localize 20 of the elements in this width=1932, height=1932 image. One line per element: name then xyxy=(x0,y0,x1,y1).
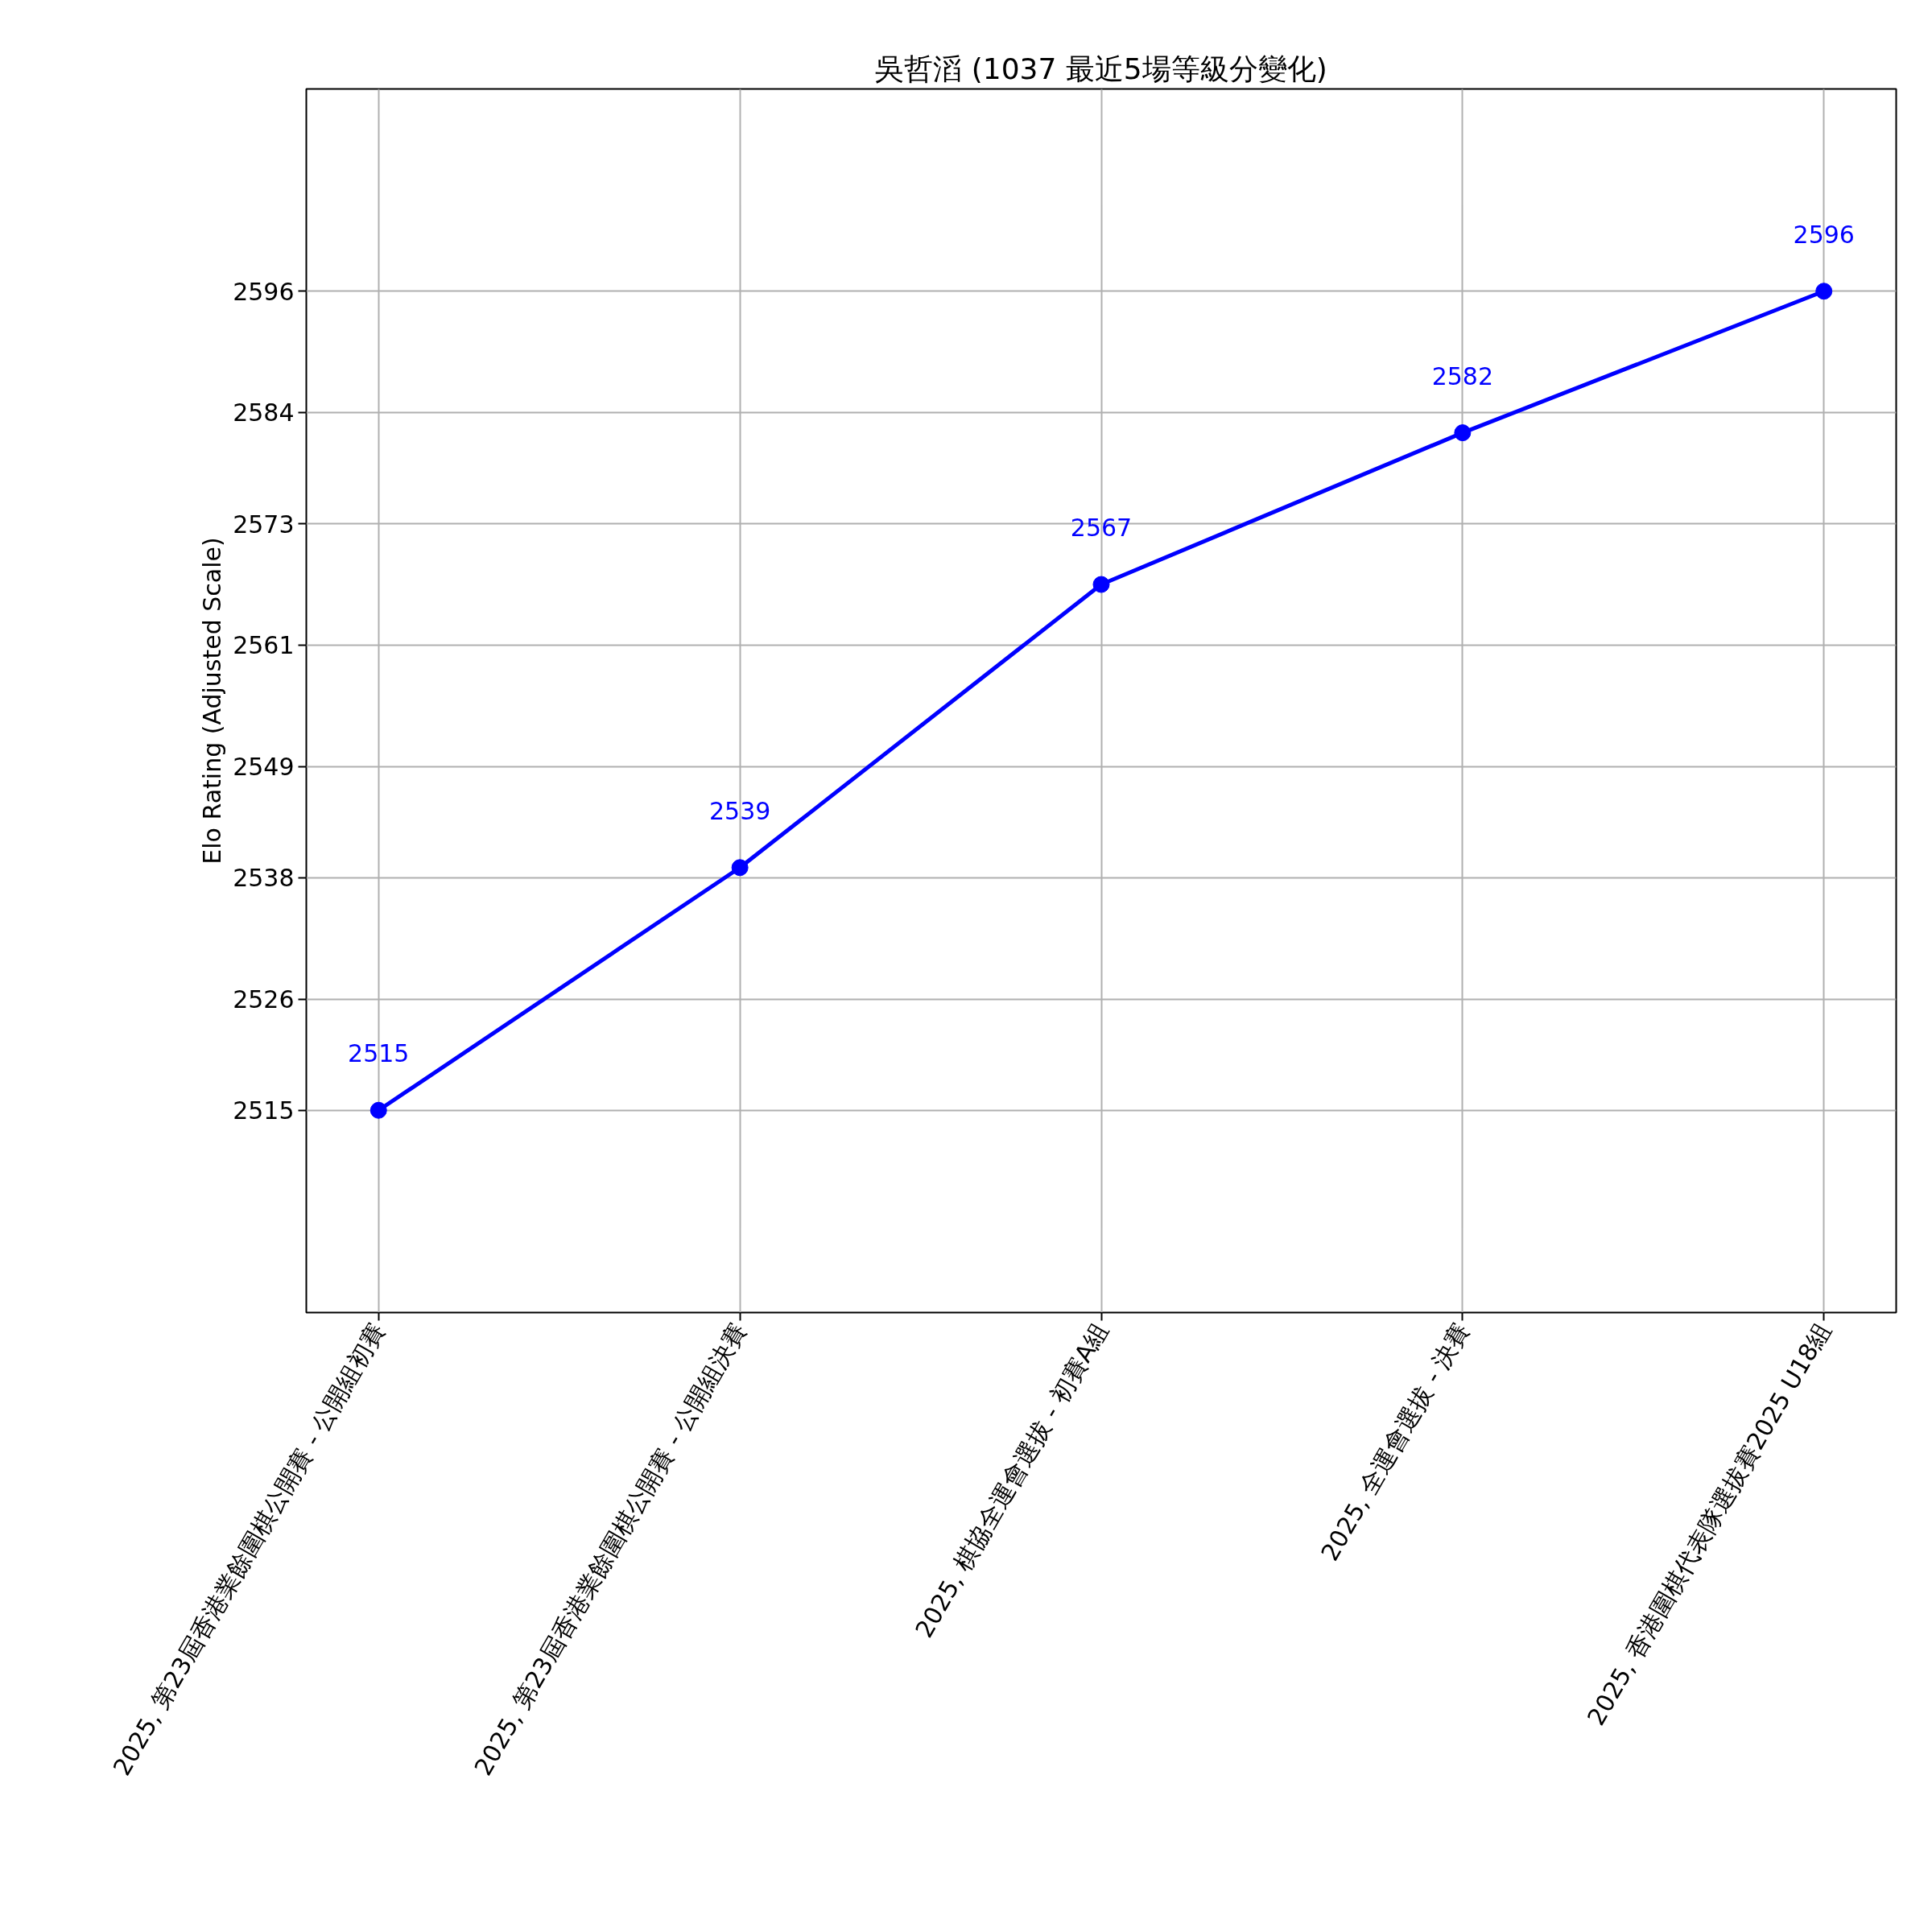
y-tick-label: 2515 xyxy=(233,1096,295,1125)
chart-title: 吳哲滔 (1037 最近5場等級分變化) xyxy=(875,52,1327,85)
point xyxy=(1454,424,1472,442)
point xyxy=(1092,576,1110,593)
data-label: 2539 xyxy=(708,796,771,825)
y-tick-label: 2561 xyxy=(233,631,295,660)
point xyxy=(1815,283,1833,300)
y-axis-title: Elo Rating (Adjusted Scale) xyxy=(198,537,227,865)
y-tick-label: 2584 xyxy=(233,398,295,427)
data-label: 2582 xyxy=(1431,361,1494,390)
data-label: 2515 xyxy=(348,1039,410,1068)
y-tick-label: 2526 xyxy=(233,985,295,1014)
y-tick-label: 2573 xyxy=(233,510,295,539)
y-tick-label: 2538 xyxy=(233,864,295,893)
y-tick-label: 2549 xyxy=(233,753,295,782)
point xyxy=(369,1101,387,1119)
data-label: 2596 xyxy=(1793,220,1855,249)
data-label: 2567 xyxy=(1070,514,1133,543)
y-tick-label: 2596 xyxy=(233,277,295,306)
point xyxy=(731,859,749,877)
